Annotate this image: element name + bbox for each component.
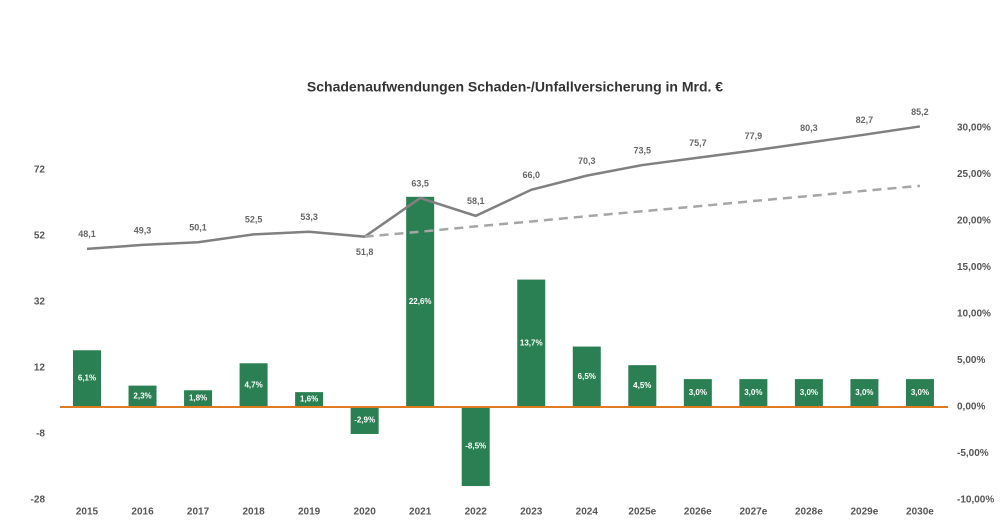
bar: [184, 390, 213, 407]
x-tick-label: 2017: [187, 507, 210, 518]
x-tick-label: 2026e: [684, 507, 712, 518]
bar-label: 22,6%: [409, 297, 432, 306]
y2-tick-label: 25,00%: [957, 169, 991, 180]
chart-title: Schadenaufwendungen Schaden-/Unfallversi…: [307, 79, 723, 95]
y2-tick-label: 30,00%: [957, 123, 991, 134]
line-label: 82,7: [856, 115, 874, 125]
bar-label: -8,5%: [465, 442, 486, 451]
y-tick-label: 72: [34, 165, 46, 176]
y2-tick-label: 20,00%: [957, 216, 991, 227]
line-label: 48,1: [78, 229, 96, 239]
x-tick-label: 2021: [409, 507, 432, 518]
x-tick-label: 2019: [298, 507, 321, 518]
bar-label: 13,7%: [520, 338, 543, 347]
line-label: 75,7: [689, 138, 707, 148]
bar-label: 4,7%: [244, 380, 262, 389]
x-tick-label: 2029e: [851, 507, 879, 518]
line-label: 66,0: [522, 170, 540, 180]
x-tick-label: 2016: [131, 507, 154, 518]
line-label: 70,3: [578, 156, 596, 166]
bar-label: 3,0%: [855, 388, 873, 397]
line-label: 53,3: [300, 212, 318, 222]
line-label: 50,1: [189, 223, 207, 233]
bar: [517, 279, 546, 407]
x-tick-label: 2023: [520, 507, 543, 518]
x-tick-label: 2030e: [906, 507, 934, 518]
x-tick-label: 2022: [465, 507, 488, 518]
bar: [850, 379, 879, 407]
bar: [295, 392, 324, 407]
line-label: 73,5: [634, 145, 652, 155]
bar-label: 3,0%: [744, 388, 762, 397]
line-label: 58,1: [467, 196, 485, 206]
bar-label: -2,9%: [354, 416, 375, 425]
x-tick-label: 2018: [242, 507, 265, 518]
line: [86, 125, 921, 251]
bar: [628, 365, 657, 407]
x-tick-label: 2020: [354, 507, 377, 518]
bar-label: 1,8%: [189, 394, 207, 403]
bar: [128, 385, 157, 407]
y-tick-label: 12: [34, 363, 46, 374]
y2-tick-label: 15,00%: [957, 262, 991, 273]
y-tick-label: 32: [34, 297, 46, 308]
y-tick-label: -28: [31, 495, 46, 506]
bar: [461, 407, 490, 487]
bar-label: 3,0%: [689, 388, 707, 397]
bar: [572, 346, 601, 407]
bar: [905, 379, 934, 407]
y2-tick-label: -5,00%: [957, 448, 989, 459]
bar-label: 4,5%: [633, 381, 651, 390]
line-label: 77,9: [745, 131, 763, 141]
y2-tick-label: -10,00%: [957, 495, 994, 506]
y-tick-label: -8: [36, 429, 45, 440]
bar: [683, 379, 712, 407]
y2-tick-label: 0,00%: [957, 402, 985, 413]
bar: [794, 379, 823, 407]
bar-label: 3,0%: [911, 388, 929, 397]
x-tick-label: 2027e: [739, 507, 767, 518]
bar: [739, 379, 768, 407]
line-label: 63,5: [411, 178, 429, 188]
line-label: 52,5: [245, 215, 263, 225]
y2-tick-label: 10,00%: [957, 309, 991, 320]
bar-label: 2,3%: [133, 391, 151, 400]
bar-label: 6,5%: [578, 372, 596, 381]
x-tick-label: 2028e: [795, 507, 823, 518]
y2-tick-label: 5,00%: [957, 355, 985, 366]
x-tick-label: 2015: [76, 507, 99, 518]
bar-label: 3,0%: [800, 388, 818, 397]
x-tick-label: 2025e: [628, 507, 656, 518]
line-label: 85,2: [911, 107, 929, 117]
bar-label: 1,6%: [300, 395, 318, 404]
line-label: 51,8: [356, 247, 374, 257]
trend-line: [364, 184, 921, 238]
bar: [73, 350, 101, 407]
bar: [239, 363, 268, 407]
line-label: 49,3: [134, 225, 152, 235]
line-label: 80,3: [800, 123, 818, 133]
x-tick-label: 2024: [576, 507, 599, 518]
bar: [350, 407, 379, 434]
bar-label: 6,1%: [78, 374, 96, 383]
y-tick-label: 52: [34, 231, 46, 242]
